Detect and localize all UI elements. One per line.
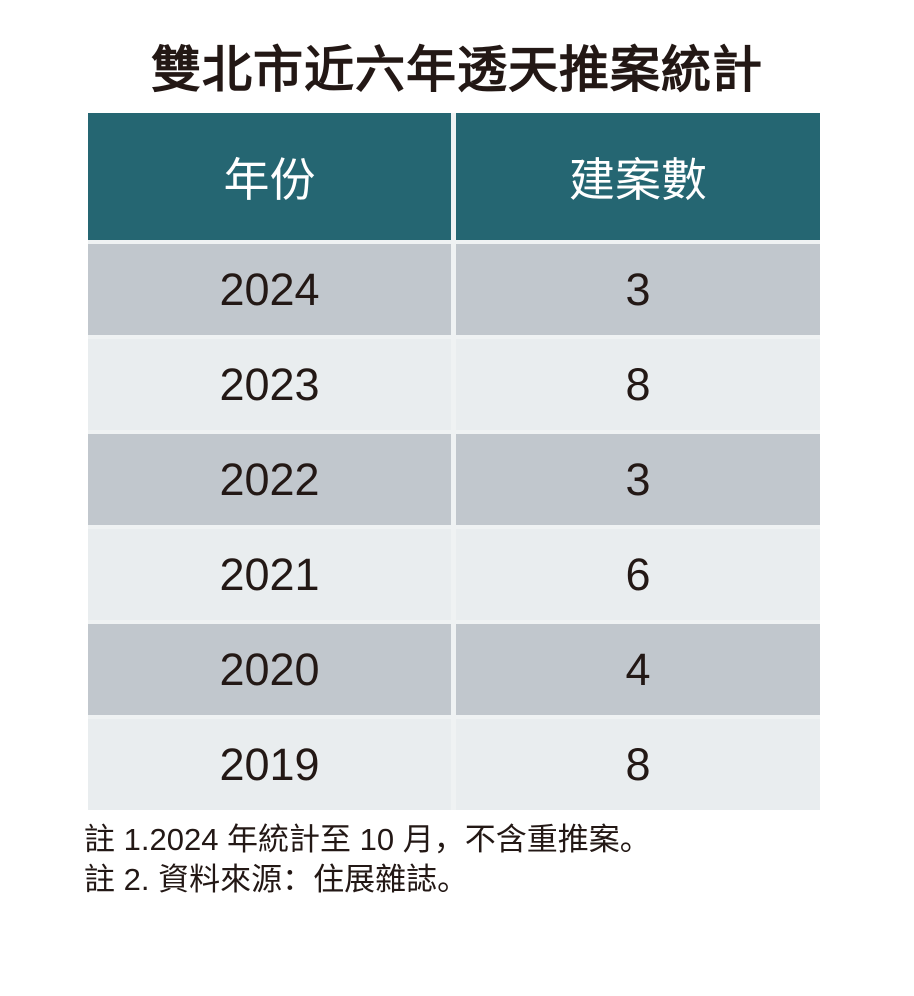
- count-cell-2021: 6: [456, 529, 820, 620]
- chart-title: 雙北市近六年透天推案統計: [151, 42, 763, 98]
- count-cell-2023: 8: [456, 339, 820, 430]
- footnote-1: 註 1.2024 年統計至 10 月，不含重推案。: [84, 822, 651, 857]
- year-cell-2019: 2019: [88, 719, 451, 810]
- count-cell-2020: 4: [456, 624, 820, 715]
- column-header-count: 建案數: [456, 113, 820, 240]
- year-cell-2023: 2023: [88, 339, 451, 430]
- year-cell-2021: 2021: [88, 529, 451, 620]
- count-cell-2022: 3: [456, 434, 820, 525]
- year-cell-2022: 2022: [88, 434, 451, 525]
- footnotes: 註 1.2024 年統計至 10 月，不含重推案。 註 2. 資料來源：住展雜誌…: [84, 820, 884, 900]
- year-cell-2024: 2024: [88, 244, 451, 335]
- data-table: 年份 建案數 2024 3 2023 8 2022 3 2021 6 2020 …: [88, 113, 820, 810]
- count-cell-2024: 3: [456, 244, 820, 335]
- footnote-2: 註 2. 資料來源：住展雜誌。: [84, 862, 469, 897]
- count-cell-2019: 8: [456, 719, 820, 810]
- year-cell-2020: 2020: [88, 624, 451, 715]
- column-header-year: 年份: [88, 113, 451, 240]
